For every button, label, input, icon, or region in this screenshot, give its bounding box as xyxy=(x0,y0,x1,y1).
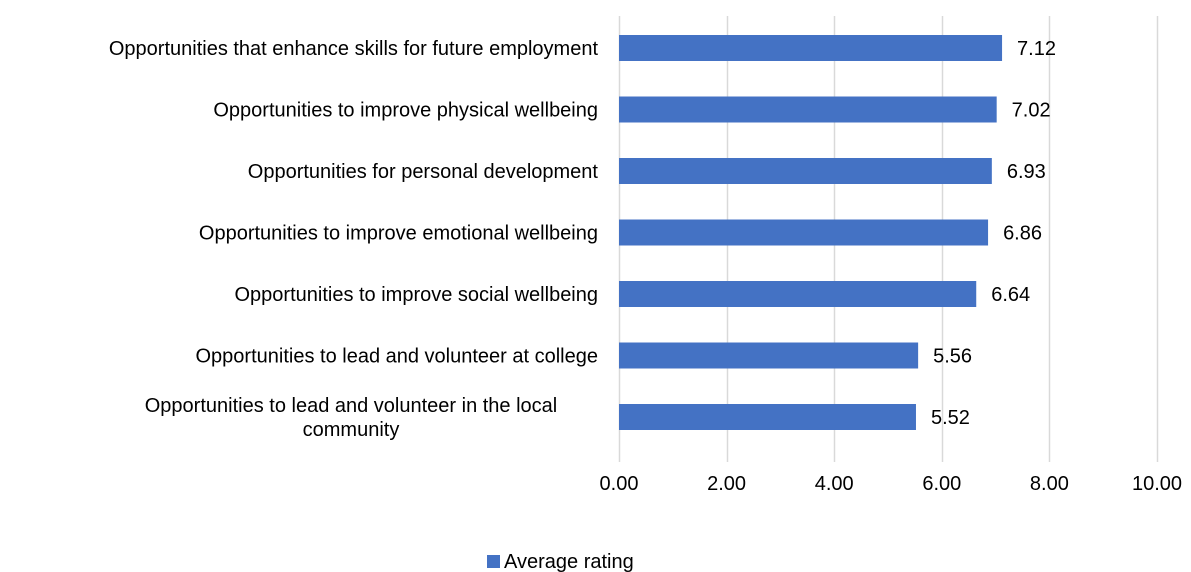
bar-2 xyxy=(619,158,992,184)
data-label-1: 7.02 xyxy=(1012,100,1051,122)
data-label-4: 6.64 xyxy=(991,284,1030,306)
data-label-2: 6.93 xyxy=(1007,161,1046,183)
category-label-4: Opportunities to improve social wellbein… xyxy=(234,284,598,306)
x-tick-label-0: 0.00 xyxy=(600,473,639,495)
category-label-0: Opportunities that enhance skills for fu… xyxy=(109,38,599,60)
data-label-6: 5.52 xyxy=(931,407,970,429)
x-tick-label-2: 4.00 xyxy=(815,473,854,495)
data-label-3: 6.86 xyxy=(1003,223,1042,245)
category-label-3: Opportunities to improve emotional wellb… xyxy=(199,223,598,245)
x-tick-label-3: 6.00 xyxy=(922,473,961,495)
x-tick-label-1: 2.00 xyxy=(707,473,746,495)
x-tick-label-5: 10.00 xyxy=(1132,473,1182,495)
bar-0 xyxy=(619,35,1003,61)
legend: Average rating xyxy=(487,551,634,572)
category-label-2: Opportunities for personal development xyxy=(248,161,599,183)
x-tick-label-4: 8.00 xyxy=(1030,473,1069,495)
data-label-5: 5.56 xyxy=(933,346,972,368)
legend-swatch xyxy=(487,555,500,568)
bar-1 xyxy=(619,96,997,123)
category-label-1: Opportunities to improve physical wellbe… xyxy=(213,100,598,122)
bar-6 xyxy=(619,404,916,430)
category-label-5: Opportunities to lead and volunteer at c… xyxy=(196,346,599,368)
category-labels: Opportunities that enhance skills for fu… xyxy=(109,38,599,441)
category-label-6: Opportunities to lead and volunteer in t… xyxy=(145,395,558,441)
bar-3 xyxy=(619,219,989,246)
bar-4 xyxy=(619,281,977,307)
data-labels: 7.12 7.02 6.93 6.86 6.64 5.56 5.52 xyxy=(931,38,1056,429)
bars xyxy=(619,35,1003,430)
legend-label: Average rating xyxy=(504,551,634,572)
bar-5 xyxy=(619,342,919,369)
data-label-0: 7.12 xyxy=(1017,38,1056,60)
x-tick-labels: 0.00 2.00 4.00 6.00 8.00 10.00 xyxy=(600,473,1183,495)
